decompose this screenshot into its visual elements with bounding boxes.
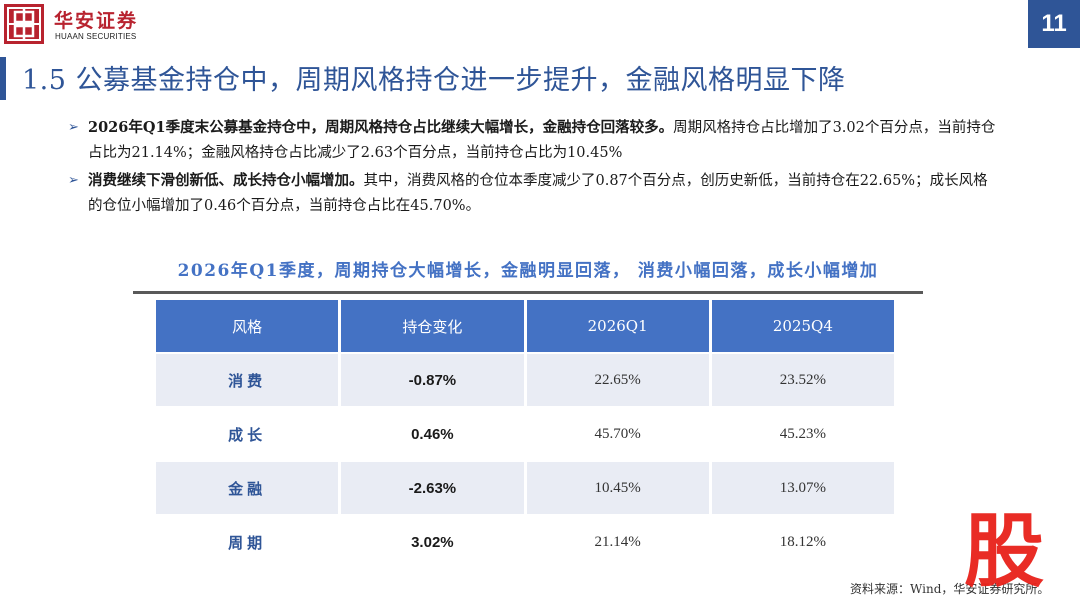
table-title-divider — [133, 291, 923, 294]
previous-share-cell: 23.52% — [711, 354, 894, 406]
summary-bullets: ➢ 2026年Q1季度末公募基金持仓中，周期风格持仓占比继续大幅增长，金融持仓回… — [68, 115, 998, 221]
style-name-cell: 消费 — [156, 354, 339, 406]
bullet-bold-text: 消费继续下滑创新低、成长持仓小幅增加。 — [88, 172, 364, 189]
bullet-text: 2026年Q1季度末公募基金持仓中，周期风格持仓占比继续大幅增长，金融持仓回落较… — [88, 115, 998, 166]
table-row: 金融 -2.63% 10.45% 13.07% — [156, 462, 894, 514]
bullet-body-text: 其中，消费风格的仓位本季度减少了0.87个百分点，创历史新低，当前持仓在22.6… — [88, 173, 988, 214]
table-header-row: 风格 持仓变化 2026Q1 2025Q4 — [156, 300, 894, 352]
column-header-2026q1: 2026Q1 — [526, 300, 709, 352]
logo-english-name: HUAAN SECURITIES — [55, 32, 137, 41]
column-header-style: 风格 — [156, 300, 339, 352]
logo-seal-icon — [4, 4, 44, 44]
table-row: 周期 3.02% 21.14% 18.12% — [156, 516, 894, 568]
data-source-note: 资料来源：Wind，华安证券研究所。 — [850, 582, 1050, 596]
current-share-cell: 45.70% — [526, 408, 709, 460]
previous-share-cell: 45.23% — [711, 408, 894, 460]
previous-share-cell: 18.12% — [711, 516, 894, 568]
bullet-bold-text: 2026年Q1季度末公募基金持仓中，周期风格持仓占比继续大幅增长，金融持仓回落较… — [88, 119, 674, 136]
page-title: 1.5 公募基金持仓中，周期风格持仓进一步提升，金融风格明显下降 — [22, 65, 846, 96]
change-cell: 0.46% — [341, 408, 524, 460]
current-share-cell: 10.45% — [526, 462, 709, 514]
column-header-change: 持仓变化 — [341, 300, 524, 352]
current-share-cell: 22.65% — [526, 354, 709, 406]
bullet-text: 消费继续下滑创新低、成长持仓小幅增加。其中，消费风格的仓位本季度减少了0.87个… — [88, 168, 998, 219]
stock-watermark: 股 — [964, 505, 1044, 598]
bullet-item: ➢ 消费继续下滑创新低、成长持仓小幅增加。其中，消费风格的仓位本季度减少了0.8… — [68, 168, 998, 219]
logo-chinese-name: 华安证券 — [54, 10, 139, 32]
change-cell: -2.63% — [341, 462, 524, 514]
table-row: 成长 0.46% 45.70% 45.23% — [156, 408, 894, 460]
company-logo: 华安证券 HUAAN SECURITIES — [0, 0, 150, 48]
column-header-2025q4: 2025Q4 — [711, 300, 894, 352]
current-share-cell: 21.14% — [526, 516, 709, 568]
previous-share-cell: 13.07% — [711, 462, 894, 514]
title-accent-bar — [0, 57, 6, 100]
bullet-item: ➢ 2026年Q1季度末公募基金持仓中，周期风格持仓占比继续大幅增长，金融持仓回… — [68, 115, 998, 166]
change-cell: -0.87% — [341, 354, 524, 406]
arrow-bullet-icon: ➢ — [68, 120, 79, 135]
table-row: 消费 -0.87% 22.65% 23.52% — [156, 354, 894, 406]
style-name-cell: 金融 — [156, 462, 339, 514]
bullet-body-text: 周期风格持仓占比增加了3.02个百分点，当前持仓占比为21.14%；金融风格持仓… — [88, 120, 996, 161]
style-name-cell: 周期 — [156, 516, 339, 568]
style-name-cell: 成长 — [156, 408, 339, 460]
style-holdings-table: 风格 持仓变化 2026Q1 2025Q4 消费 -0.87% 22.65% 2… — [153, 298, 897, 570]
page-number: 11 — [1028, 0, 1080, 48]
change-cell: 3.02% — [341, 516, 524, 568]
table-title: 2026年Q1季度，周期持仓大幅增长，金融明显回落， 消费小幅回落，成长小幅增加 — [177, 261, 879, 281]
arrow-bullet-icon: ➢ — [68, 173, 79, 188]
